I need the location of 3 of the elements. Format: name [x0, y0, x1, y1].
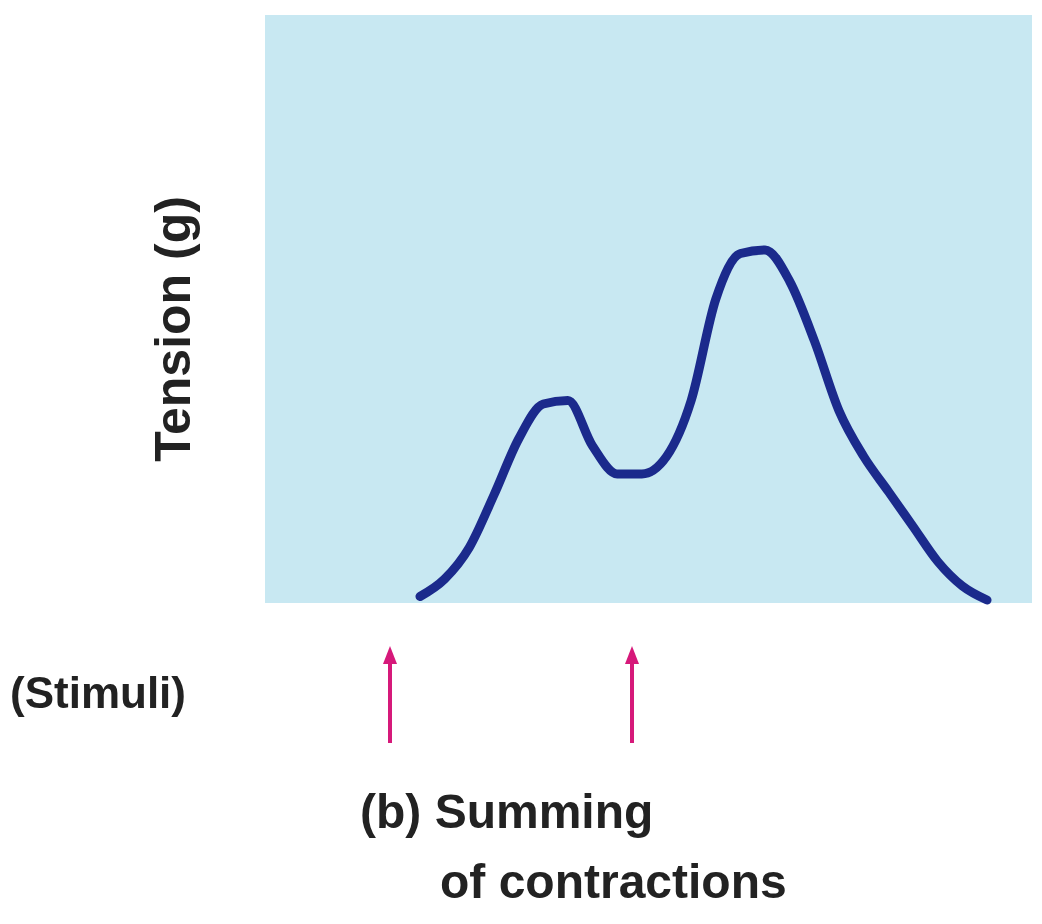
text: (Stimuli) [10, 668, 186, 717]
y-axis-title: Tension (g) [145, 196, 201, 462]
text: (b) Summing of contractions [360, 785, 787, 908]
